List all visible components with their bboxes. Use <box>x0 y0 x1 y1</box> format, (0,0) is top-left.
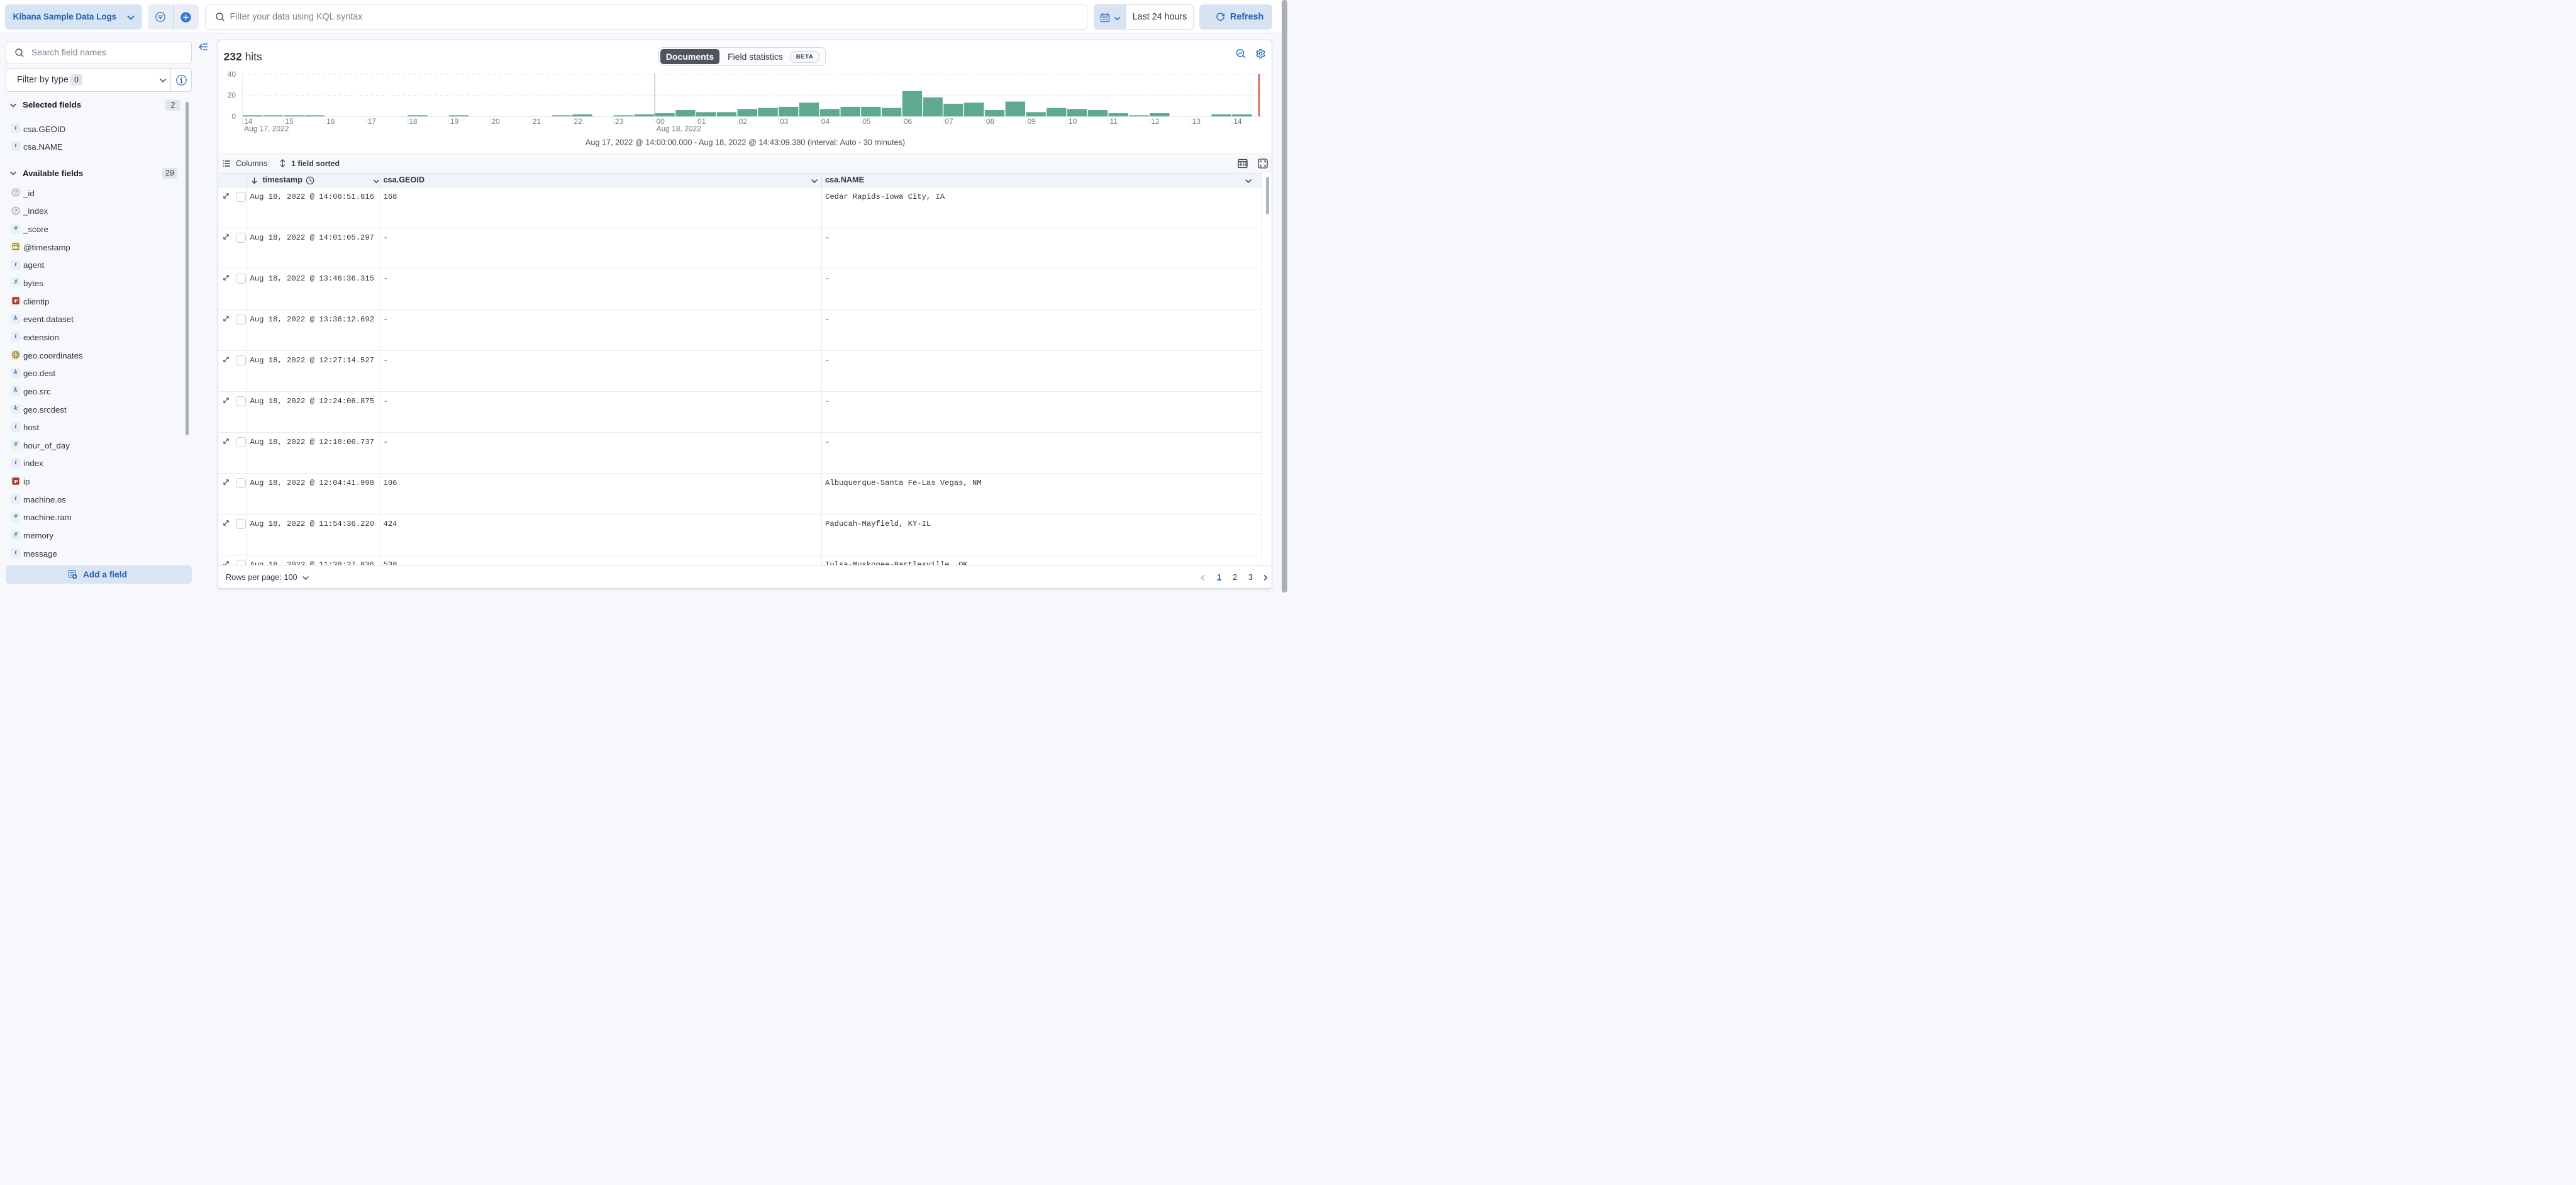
svg-text:14: 14 <box>244 117 253 126</box>
svg-text:Aug 18, 2022: Aug 18, 2022 <box>656 125 701 133</box>
svg-text:03: 03 <box>780 117 789 126</box>
svg-text:0: 0 <box>231 112 236 121</box>
svg-text:17: 17 <box>367 117 376 126</box>
svg-text:10: 10 <box>1069 117 1077 126</box>
svg-text:16: 16 <box>326 117 335 126</box>
svg-text:11: 11 <box>1109 117 1118 126</box>
svg-text:08: 08 <box>985 117 994 126</box>
svg-text:14: 14 <box>1233 117 1242 126</box>
svg-text:20: 20 <box>227 91 236 100</box>
svg-text:18: 18 <box>409 117 418 126</box>
svg-text:06: 06 <box>903 117 912 126</box>
svg-text:09: 09 <box>1027 117 1036 126</box>
svg-text:40: 40 <box>227 70 236 79</box>
svg-text:Aug 17, 2022 @ 14:00:00.000 -: Aug 17, 2022 @ 14:00:00.000 - Aug 18, 20… <box>585 138 904 147</box>
svg-text:19: 19 <box>450 117 458 126</box>
svg-text:20: 20 <box>491 117 500 126</box>
svg-text:?: ? <box>14 189 18 196</box>
svg-text:04: 04 <box>821 117 830 126</box>
svg-text:23: 23 <box>614 117 623 126</box>
svg-text:05: 05 <box>862 117 871 126</box>
svg-text:IP: IP <box>13 298 18 304</box>
svg-text:22: 22 <box>574 117 582 126</box>
svg-text:15: 15 <box>285 117 294 126</box>
svg-text:?: ? <box>14 208 18 214</box>
svg-text:12: 12 <box>1151 117 1160 126</box>
svg-text:21: 21 <box>532 117 541 126</box>
svg-text:02: 02 <box>738 117 747 126</box>
svg-text:01: 01 <box>697 117 706 126</box>
svg-text:07: 07 <box>945 117 953 126</box>
svg-text:Aug 17, 2022: Aug 17, 2022 <box>244 125 289 133</box>
svg-text:00: 00 <box>656 117 665 126</box>
svg-text:13: 13 <box>1192 117 1201 126</box>
svg-text:IP: IP <box>13 479 18 484</box>
